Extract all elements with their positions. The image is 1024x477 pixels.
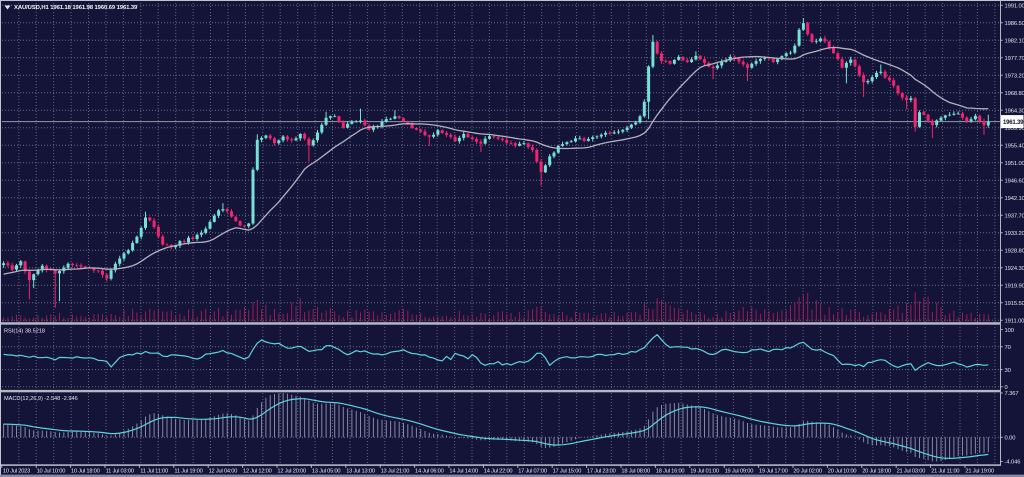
svg-text:13 Jul 21:00: 13 Jul 21:00 (381, 468, 410, 474)
svg-text:1964.30: 1964.30 (1005, 108, 1024, 114)
svg-text:1961.39: 1961.39 (1003, 120, 1024, 126)
svg-text:20 Jul 18:00: 20 Jul 18:00 (862, 468, 891, 474)
svg-text:1982.10: 1982.10 (1005, 38, 1024, 44)
svg-text:1937.70: 1937.70 (1005, 213, 1024, 219)
svg-text:1955.40: 1955.40 (1005, 143, 1024, 149)
svg-text:12 Jul 12:00: 12 Jul 12:00 (243, 468, 272, 474)
svg-text:19 Jul 17:00: 19 Jul 17:00 (759, 468, 788, 474)
svg-text:10 Jul 2023: 10 Jul 2023 (3, 468, 30, 474)
svg-text:11 Jul 11:00: 11 Jul 11:00 (140, 468, 168, 474)
svg-text:0: 0 (1005, 385, 1008, 391)
svg-text:20 Jul 10:00: 20 Jul 10:00 (828, 468, 857, 474)
svg-text:0.00: 0.00 (1005, 435, 1016, 441)
svg-text:1928.80: 1928.80 (1005, 248, 1024, 254)
svg-text:21 Jul 03:00: 21 Jul 03:00 (897, 468, 926, 474)
svg-text:13 Jul 05:00: 13 Jul 05:00 (312, 468, 341, 474)
svg-text:70: 70 (1005, 345, 1011, 351)
svg-text:1959.90: 1959.90 (1005, 126, 1024, 132)
svg-text:17 Jul 15:00: 17 Jul 15:00 (553, 468, 582, 474)
svg-text:14 Jul 22:00: 14 Jul 22:00 (484, 468, 513, 474)
svg-text:21 Jul 19:00: 21 Jul 19:00 (965, 468, 994, 474)
svg-text:14 Jul 14:00: 14 Jul 14:00 (449, 468, 478, 474)
svg-text:12 Jul 04:00: 12 Jul 04:00 (209, 468, 238, 474)
svg-text:1977.70: 1977.70 (1005, 56, 1024, 62)
svg-text:14 Jul 06:00: 14 Jul 06:00 (415, 468, 444, 474)
svg-text:XAU/USD,H1 1961.18 1961.98 196: XAU/USD,H1 1961.18 1961.98 1960.69 1961.… (14, 5, 138, 11)
svg-text:1911.00: 1911.00 (1005, 318, 1024, 324)
svg-text:1986.50: 1986.50 (1005, 21, 1024, 27)
svg-text:1933.20: 1933.20 (1005, 231, 1024, 237)
svg-text:21 Jul 11:00: 21 Jul 11:00 (931, 468, 959, 474)
svg-text:1942.10: 1942.10 (1005, 196, 1024, 202)
svg-text:11 Jul 19:00: 11 Jul 19:00 (174, 468, 202, 474)
svg-text:20 Jul 02:00: 20 Jul 02:00 (793, 468, 822, 474)
svg-text:19 Jul 01:00: 19 Jul 01:00 (690, 468, 719, 474)
svg-text:17 Jul 23:00: 17 Jul 23:00 (587, 468, 616, 474)
svg-text:1973.20: 1973.20 (1005, 73, 1024, 79)
svg-text:MACD(12,26,9) -2.548 -2.946: MACD(12,26,9) -2.548 -2.946 (4, 396, 78, 402)
svg-text:10 Jul 18:00: 10 Jul 18:00 (71, 468, 100, 474)
svg-text:18 Jul 08:00: 18 Jul 08:00 (621, 468, 650, 474)
svg-text:1946.60: 1946.60 (1005, 178, 1024, 184)
svg-text:30: 30 (1005, 368, 1011, 374)
svg-text:7.367: 7.367 (1005, 391, 1019, 397)
svg-text:19 Jul 09:00: 19 Jul 09:00 (725, 468, 754, 474)
svg-text:RSI(14) 38.5218: RSI(14) 38.5218 (4, 329, 45, 335)
svg-text:1951.00: 1951.00 (1005, 161, 1024, 167)
svg-text:1991.00: 1991.00 (1005, 3, 1024, 9)
svg-text:10 Jul 10:00: 10 Jul 10:00 (37, 468, 66, 474)
svg-text:12 Jul 20:00: 12 Jul 20:00 (277, 468, 306, 474)
svg-text:1919.90: 1919.90 (1005, 283, 1024, 289)
svg-text:1924.30: 1924.30 (1005, 266, 1024, 272)
svg-text:1915.50: 1915.50 (1005, 301, 1024, 307)
svg-text:-4.046: -4.046 (1005, 460, 1021, 466)
svg-text:18 Jul 16:00: 18 Jul 16:00 (656, 468, 685, 474)
svg-text:1968.80: 1968.80 (1005, 91, 1024, 97)
svg-text:13 Jul 13:00: 13 Jul 13:00 (346, 468, 375, 474)
svg-text:17 Jul 07:00: 17 Jul 07:00 (518, 468, 547, 474)
svg-text:11 Jul 03:00: 11 Jul 03:00 (106, 468, 134, 474)
svg-text:100: 100 (1005, 328, 1014, 334)
